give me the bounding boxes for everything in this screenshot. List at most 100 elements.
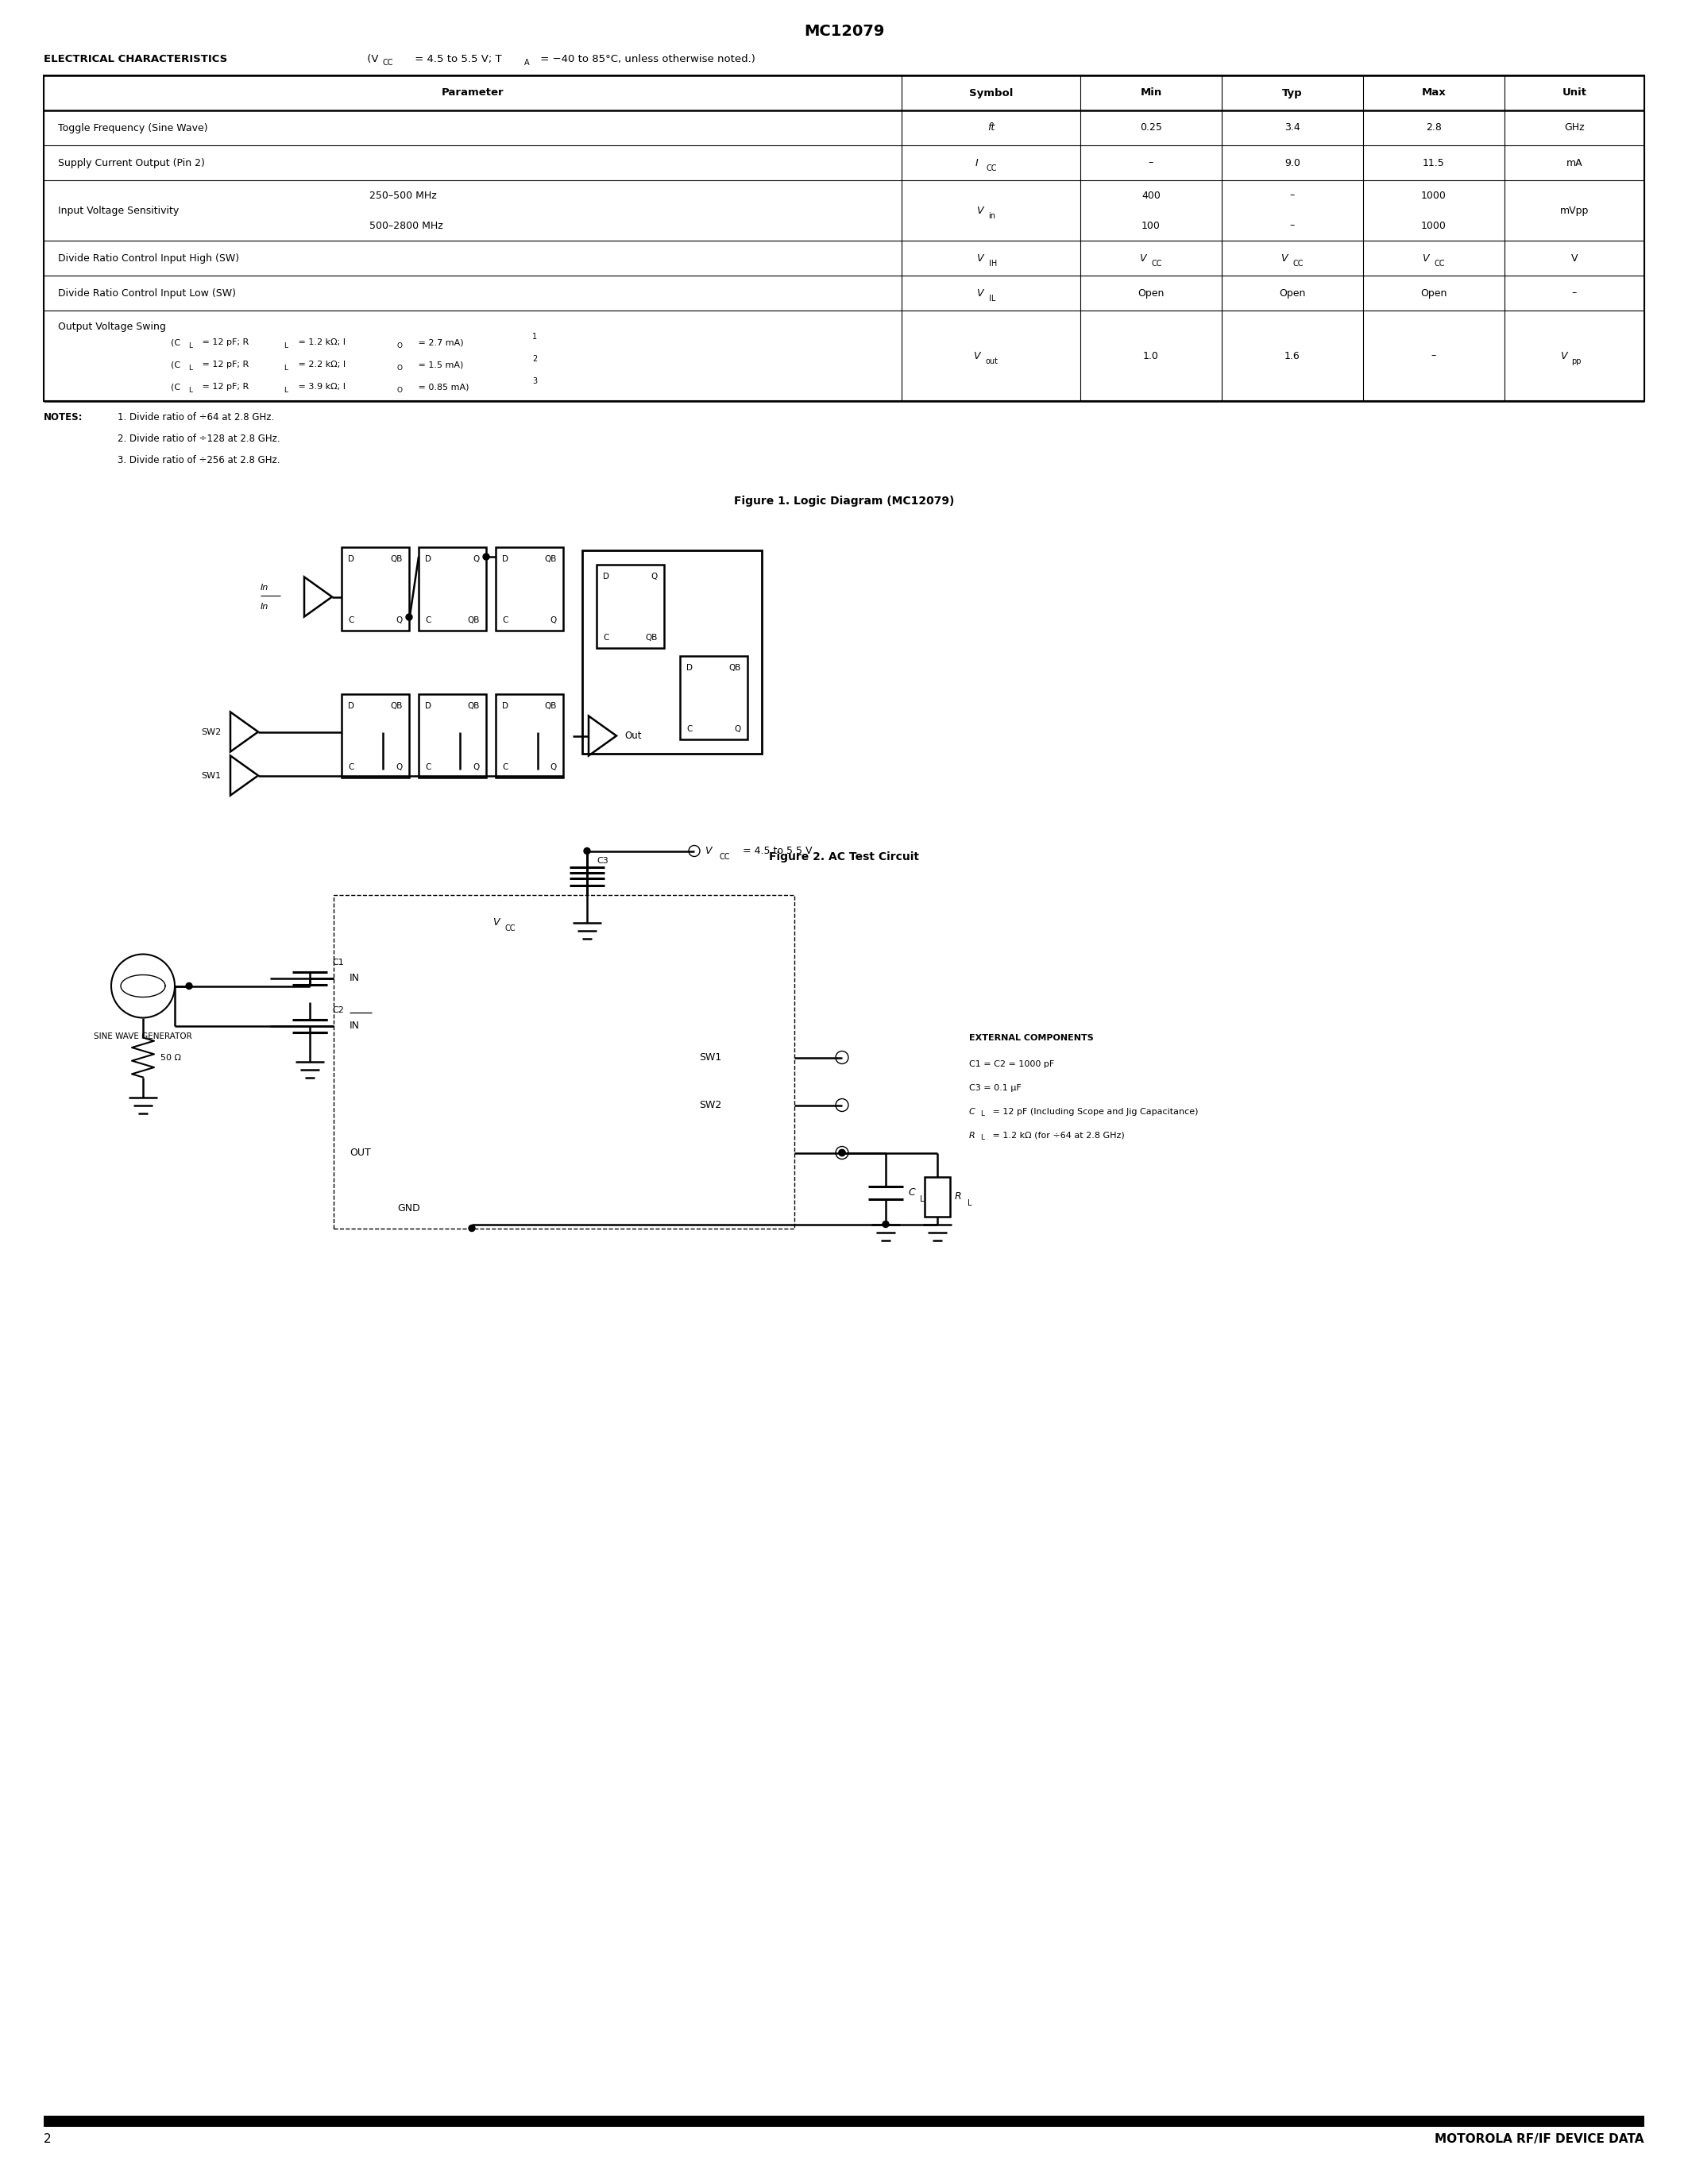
Text: –: –	[1572, 288, 1577, 299]
Text: CC: CC	[505, 924, 517, 933]
Text: L: L	[284, 365, 287, 371]
Bar	[925, 1177, 950, 1216]
Text: C: C	[501, 616, 508, 625]
Text: IL: IL	[989, 295, 996, 301]
Text: CC: CC	[1293, 260, 1303, 266]
Text: = 12 pF; R: = 12 pF; R	[199, 382, 248, 391]
Text: D: D	[425, 701, 432, 710]
Text: Min: Min	[1139, 87, 1161, 98]
Text: Toggle Frequency (Sine Wave): Toggle Frequency (Sine Wave)	[57, 122, 208, 133]
Bar	[334, 895, 795, 1227]
Text: Q: Q	[473, 762, 479, 771]
Text: L: L	[189, 365, 192, 371]
Text: O: O	[397, 365, 403, 371]
Text: = 12 pF (Including Scope and Jig Capacitance): = 12 pF (Including Scope and Jig Capacit…	[989, 1107, 1198, 1116]
Text: R: R	[955, 1190, 962, 1201]
Text: Input Voltage Sensitivity: Input Voltage Sensitivity	[57, 205, 179, 216]
Text: I: I	[976, 157, 977, 168]
Text: D: D	[603, 572, 609, 581]
Text: = 4.5 to 5.5 V: = 4.5 to 5.5 V	[739, 845, 812, 856]
Bar	[44, 2116, 1644, 2127]
Circle shape	[839, 1149, 846, 1155]
Text: Open: Open	[1138, 288, 1165, 299]
Text: D: D	[501, 555, 508, 563]
Circle shape	[483, 553, 490, 559]
Text: pp: pp	[1572, 356, 1582, 365]
Text: 0.25: 0.25	[1139, 122, 1161, 133]
Text: 500–2800 MHz: 500–2800 MHz	[370, 221, 442, 232]
Text: Symbol: Symbol	[969, 87, 1013, 98]
Text: Q: Q	[397, 616, 403, 625]
Text: Q: Q	[473, 555, 479, 563]
Text: CC: CC	[1433, 260, 1445, 266]
Text: SW2: SW2	[699, 1101, 721, 1109]
Text: L: L	[981, 1133, 984, 1140]
Text: 1.6: 1.6	[1285, 352, 1300, 360]
Text: 2: 2	[532, 354, 537, 363]
Text: SINE WAVE GENERATOR: SINE WAVE GENERATOR	[95, 1033, 192, 1040]
Text: 1: 1	[532, 332, 537, 341]
Text: Divide Ratio Control Input Low (SW): Divide Ratio Control Input Low (SW)	[57, 288, 236, 299]
Text: 1. Divide ratio of ÷64 at 2.8 GHz.: 1. Divide ratio of ÷64 at 2.8 GHz.	[118, 413, 273, 422]
Bar	[596, 566, 663, 649]
Text: QB: QB	[545, 555, 557, 563]
Text: = 1.5 mA): = 1.5 mA)	[415, 360, 464, 369]
Text: Max: Max	[1421, 87, 1447, 98]
Text: ELECTRICAL CHARACTERISTICS: ELECTRICAL CHARACTERISTICS	[44, 55, 228, 63]
Text: C: C	[348, 616, 354, 625]
Text: Typ: Typ	[1283, 87, 1303, 98]
Text: V: V	[977, 205, 984, 216]
Circle shape	[839, 1149, 846, 1155]
Text: = 1.2 kΩ; I: = 1.2 kΩ; I	[295, 339, 346, 347]
Text: Q: Q	[652, 572, 658, 581]
Text: Q: Q	[550, 616, 557, 625]
Text: = 2.7 mA): = 2.7 mA)	[415, 339, 464, 347]
Text: (V: (V	[365, 55, 378, 63]
Text: V: V	[704, 845, 711, 856]
Text: Open: Open	[1421, 288, 1447, 299]
Text: (C: (C	[170, 360, 181, 369]
Text: = 4.5 to 5.5 V; T: = 4.5 to 5.5 V; T	[412, 55, 501, 63]
Text: R: R	[969, 1131, 976, 1140]
Text: L: L	[284, 387, 287, 393]
Text: = 3.9 kΩ; I: = 3.9 kΩ; I	[295, 382, 346, 391]
Text: ft: ft	[987, 122, 994, 133]
Text: Supply Current Output (Pin 2): Supply Current Output (Pin 2)	[57, 157, 204, 168]
Text: C: C	[425, 616, 430, 625]
Text: GND: GND	[397, 1203, 420, 1214]
Text: SW2: SW2	[201, 727, 221, 736]
Text: Q: Q	[550, 762, 557, 771]
Text: In: In	[260, 583, 268, 592]
Text: = −40 to 85°C, unless otherwise noted.): = −40 to 85°C, unless otherwise noted.)	[537, 55, 755, 63]
Text: = 2.2 kΩ; I: = 2.2 kΩ; I	[295, 360, 346, 369]
Text: QB: QB	[390, 555, 403, 563]
Text: 2: 2	[44, 2134, 51, 2145]
Text: O: O	[397, 387, 403, 393]
Text: IH: IH	[989, 260, 996, 266]
Text: QB: QB	[729, 664, 741, 673]
Text: V: V	[974, 352, 981, 360]
Text: QB: QB	[645, 633, 658, 642]
Text: C: C	[687, 725, 692, 734]
Text: IN: IN	[349, 1020, 360, 1031]
Text: O: O	[397, 343, 403, 349]
Text: A: A	[525, 59, 530, 68]
Text: V: V	[977, 288, 984, 299]
Text: V: V	[1560, 352, 1566, 360]
Text: = 1.2 kΩ (for ÷64 at 2.8 GHz): = 1.2 kΩ (for ÷64 at 2.8 GHz)	[989, 1131, 1124, 1140]
Text: Parameter: Parameter	[442, 87, 503, 98]
Circle shape	[405, 614, 412, 620]
Text: MC12079: MC12079	[803, 24, 885, 39]
Text: D: D	[425, 555, 432, 563]
Circle shape	[584, 847, 591, 854]
Text: V: V	[493, 917, 500, 928]
Text: 3. Divide ratio of ÷256 at 2.8 GHz.: 3. Divide ratio of ÷256 at 2.8 GHz.	[118, 454, 280, 465]
Bar	[496, 695, 564, 778]
Text: C: C	[908, 1188, 915, 1197]
Text: D: D	[348, 701, 354, 710]
Text: (C: (C	[170, 339, 181, 347]
Text: V: V	[977, 253, 984, 264]
Text: 1000: 1000	[1421, 190, 1447, 201]
Text: L: L	[189, 387, 192, 393]
Text: C: C	[603, 633, 609, 642]
